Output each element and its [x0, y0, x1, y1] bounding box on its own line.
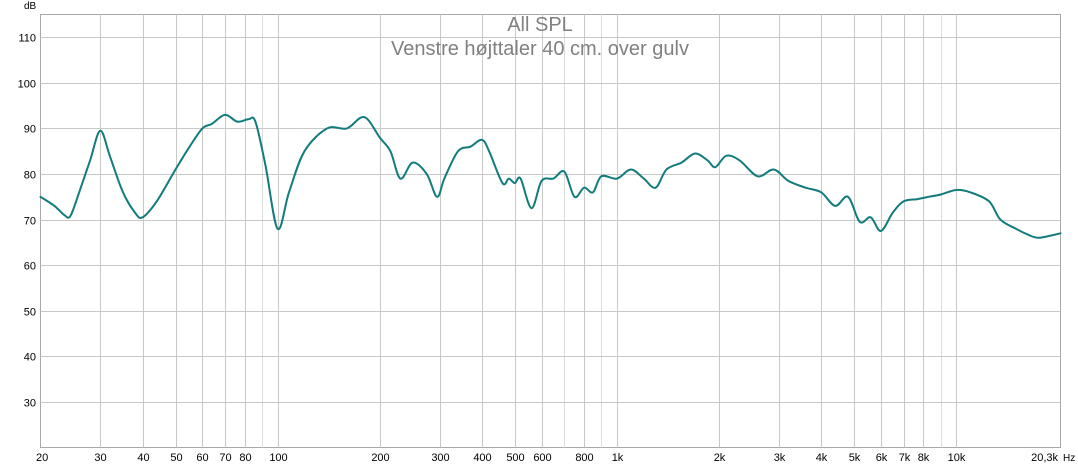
x-tick-label: 4k [816, 452, 828, 464]
x-tick-label: 500 [506, 452, 524, 464]
x-tick-label: 70 [219, 452, 231, 464]
x-tick-label: 800 [575, 452, 593, 464]
x-tick-label: 10k [948, 452, 966, 464]
chart-subtitle: Venstre højttaler 40 cm. over gulv [391, 38, 689, 60]
x-tick-label: 80 [239, 452, 251, 464]
y-tick-label: 60 [24, 261, 36, 273]
y-tick-label: 40 [24, 352, 36, 364]
x-axis-unit-label: Hz [1063, 453, 1075, 464]
y-axis: 30 40 50 60 70 80 90 100 110 [18, 33, 36, 410]
y-tick-label: 80 [24, 170, 36, 182]
x-tick-label: 8k [918, 452, 930, 464]
spl-series-line [39, 113, 1062, 239]
x-tick-label: 50 [170, 452, 182, 464]
y-tick-label: 110 [18, 33, 36, 45]
x-tick-label: 300 [431, 452, 449, 464]
x-tick-label: 30 [94, 452, 106, 464]
x-tick-label: 60 [196, 452, 208, 464]
x-tick-label: 20,3k [1031, 452, 1058, 464]
x-tick-label: 100 [269, 452, 287, 464]
x-tick-label: 3k [774, 452, 786, 464]
x-tick-label: 40 [137, 452, 149, 464]
x-tick-label: 600 [533, 452, 551, 464]
chart-title: All SPL [507, 14, 573, 36]
grid [40, 14, 1061, 448]
x-axis: 20 30 40 50 60 70 80 100 200 300 400 500 600 800 1k 2k 3… [36, 452, 1058, 464]
y-tick-label: 90 [24, 124, 36, 136]
x-tick-label: 7k [899, 452, 911, 464]
y-axis-unit-label: dB [24, 1, 37, 12]
x-tick-label: 200 [371, 452, 389, 464]
x-tick-label: 20 [36, 452, 48, 464]
y-tick-label: 30 [24, 398, 36, 410]
series-group [39, 113, 1062, 239]
y-tick-label: 50 [24, 307, 36, 319]
x-tick-label: 2k [714, 452, 726, 464]
y-tick-label: 70 [24, 216, 36, 228]
x-tick-label: 6k [876, 452, 888, 464]
y-tick-label: 100 [18, 79, 36, 91]
plot-area [40, 14, 1061, 448]
x-tick-label: 5k [849, 452, 861, 464]
x-tick-label: 1k [612, 452, 624, 464]
x-tick-label: 400 [473, 452, 491, 464]
